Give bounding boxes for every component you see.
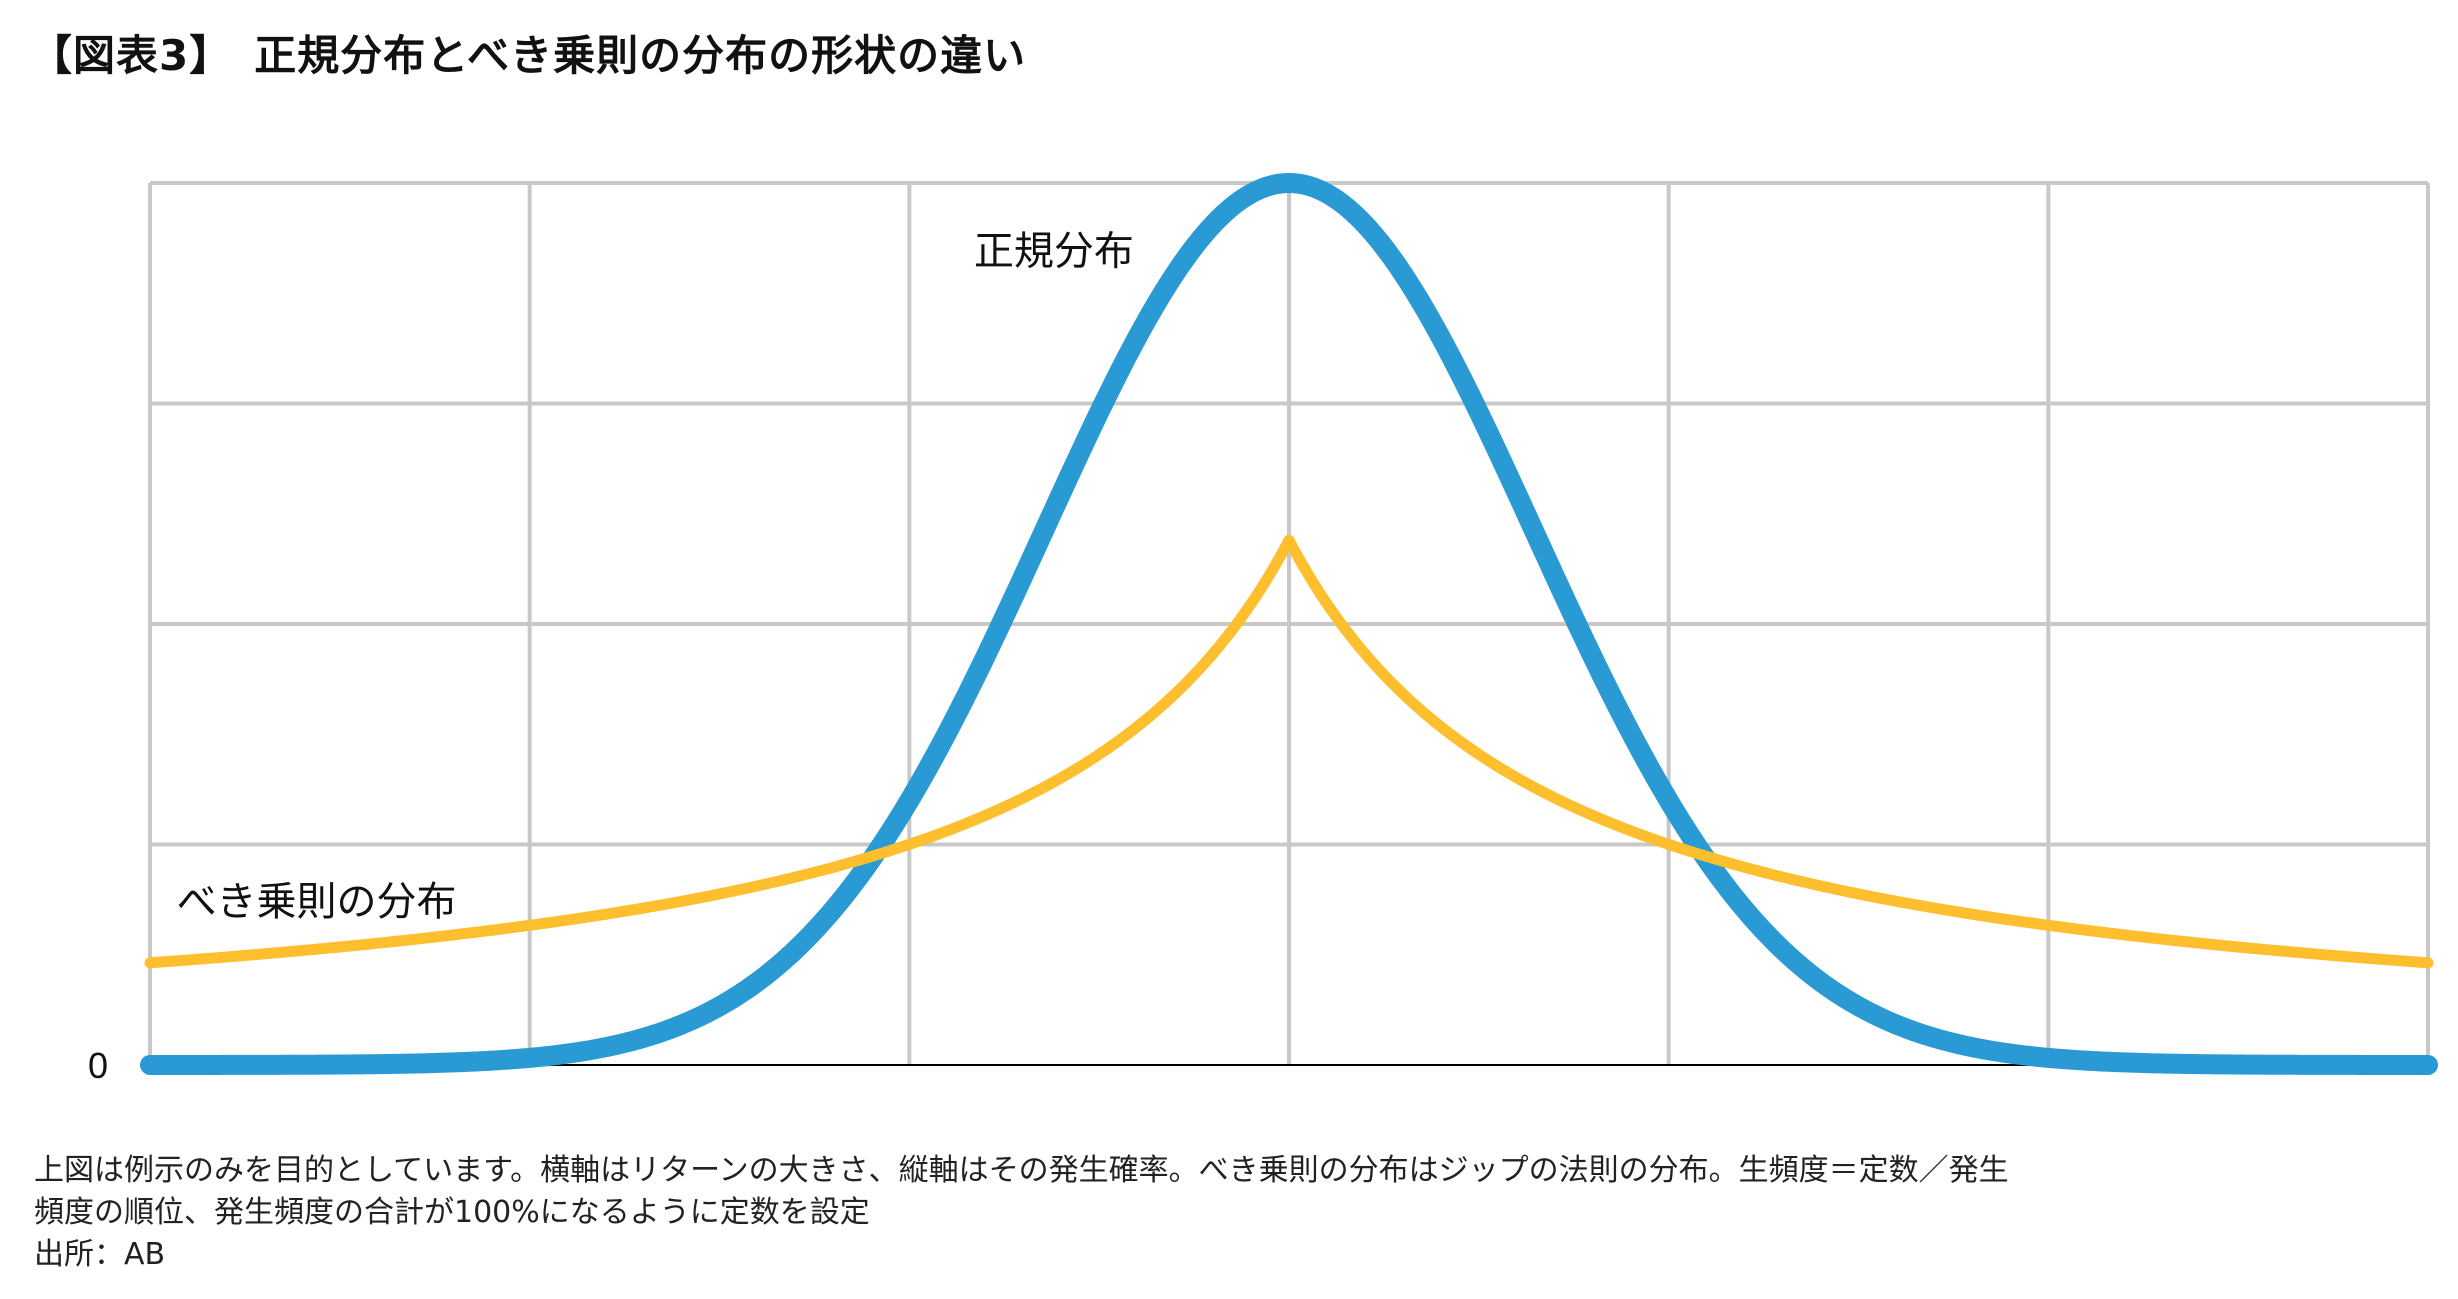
series-power-law-distribution bbox=[144, 534, 2434, 969]
footnote-source: 出所：AB bbox=[34, 1237, 166, 1272]
chart-title: 【図表3】 正規分布とべき乗則の分布の形状の違い bbox=[30, 31, 1027, 80]
footnotes: 上図は例示のみを目的としています。横軸はリターンの大きさ、縦軸はその発生確率。べ… bbox=[34, 1150, 2009, 1276]
footnote-line-1: 上図は例示のみを目的としています。横軸はリターンの大きさ、縦軸はその発生確率。べ… bbox=[34, 1153, 2009, 1188]
y-tick-label: 0 bbox=[88, 1045, 108, 1086]
series-label-normal: 正規分布 bbox=[974, 229, 1134, 275]
footnote-line-2: 頻度の順位、発生頻度の合計が100%になるように定数を設定 bbox=[34, 1195, 870, 1230]
series-normal-distribution bbox=[140, 173, 2438, 1075]
series-label-power-law: べき乗則の分布 bbox=[177, 879, 457, 925]
